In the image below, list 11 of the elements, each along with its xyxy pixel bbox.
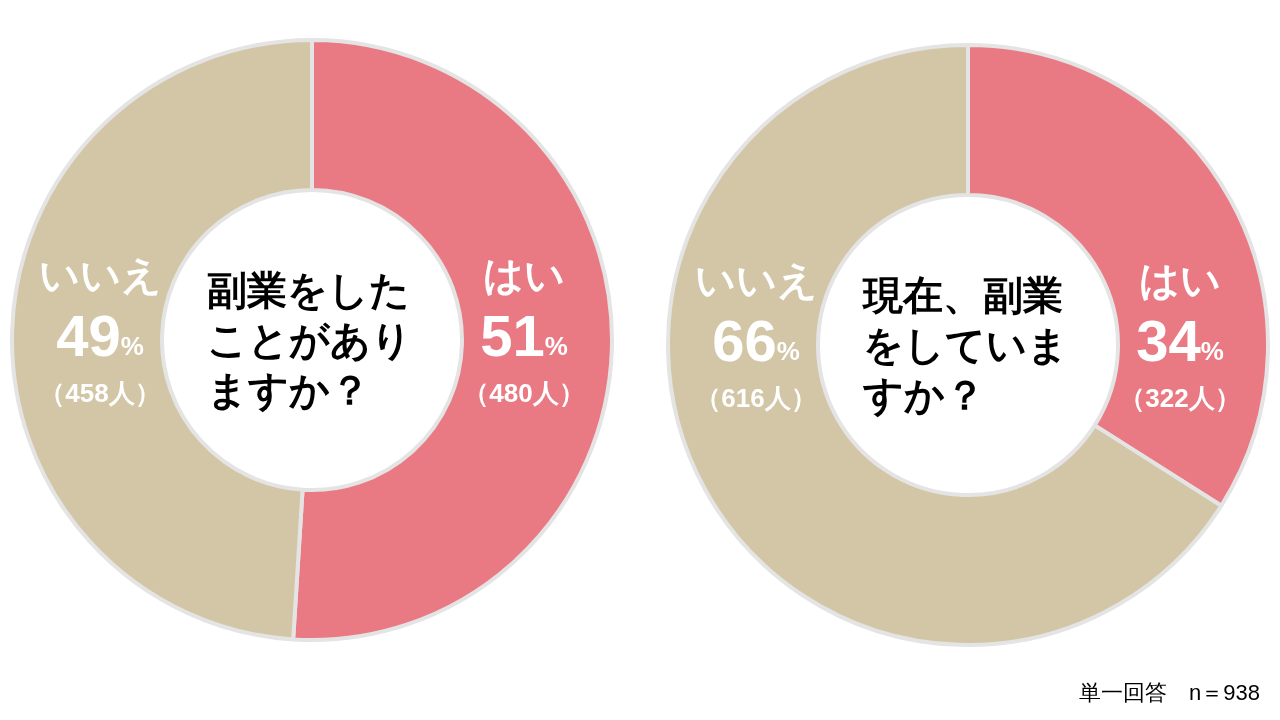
slice-label: はい bbox=[1139, 258, 1221, 303]
text: 副業をしたことがありますか？ bbox=[207, 267, 413, 414]
data-label: 51% （480人） bbox=[463, 303, 585, 409]
slice-label: はい bbox=[483, 253, 565, 298]
text: 現在、副業をしていますか？ bbox=[863, 272, 1069, 419]
data-label: 34% （322人） bbox=[1119, 308, 1241, 414]
slice-label: いいえ bbox=[38, 253, 162, 298]
text: 単一回答 n＝938 bbox=[1079, 679, 1260, 707]
data-label: 66% （616人） bbox=[695, 308, 817, 414]
data-label: 49% （458人） bbox=[39, 303, 161, 409]
slice-label: いいえ bbox=[694, 258, 818, 303]
